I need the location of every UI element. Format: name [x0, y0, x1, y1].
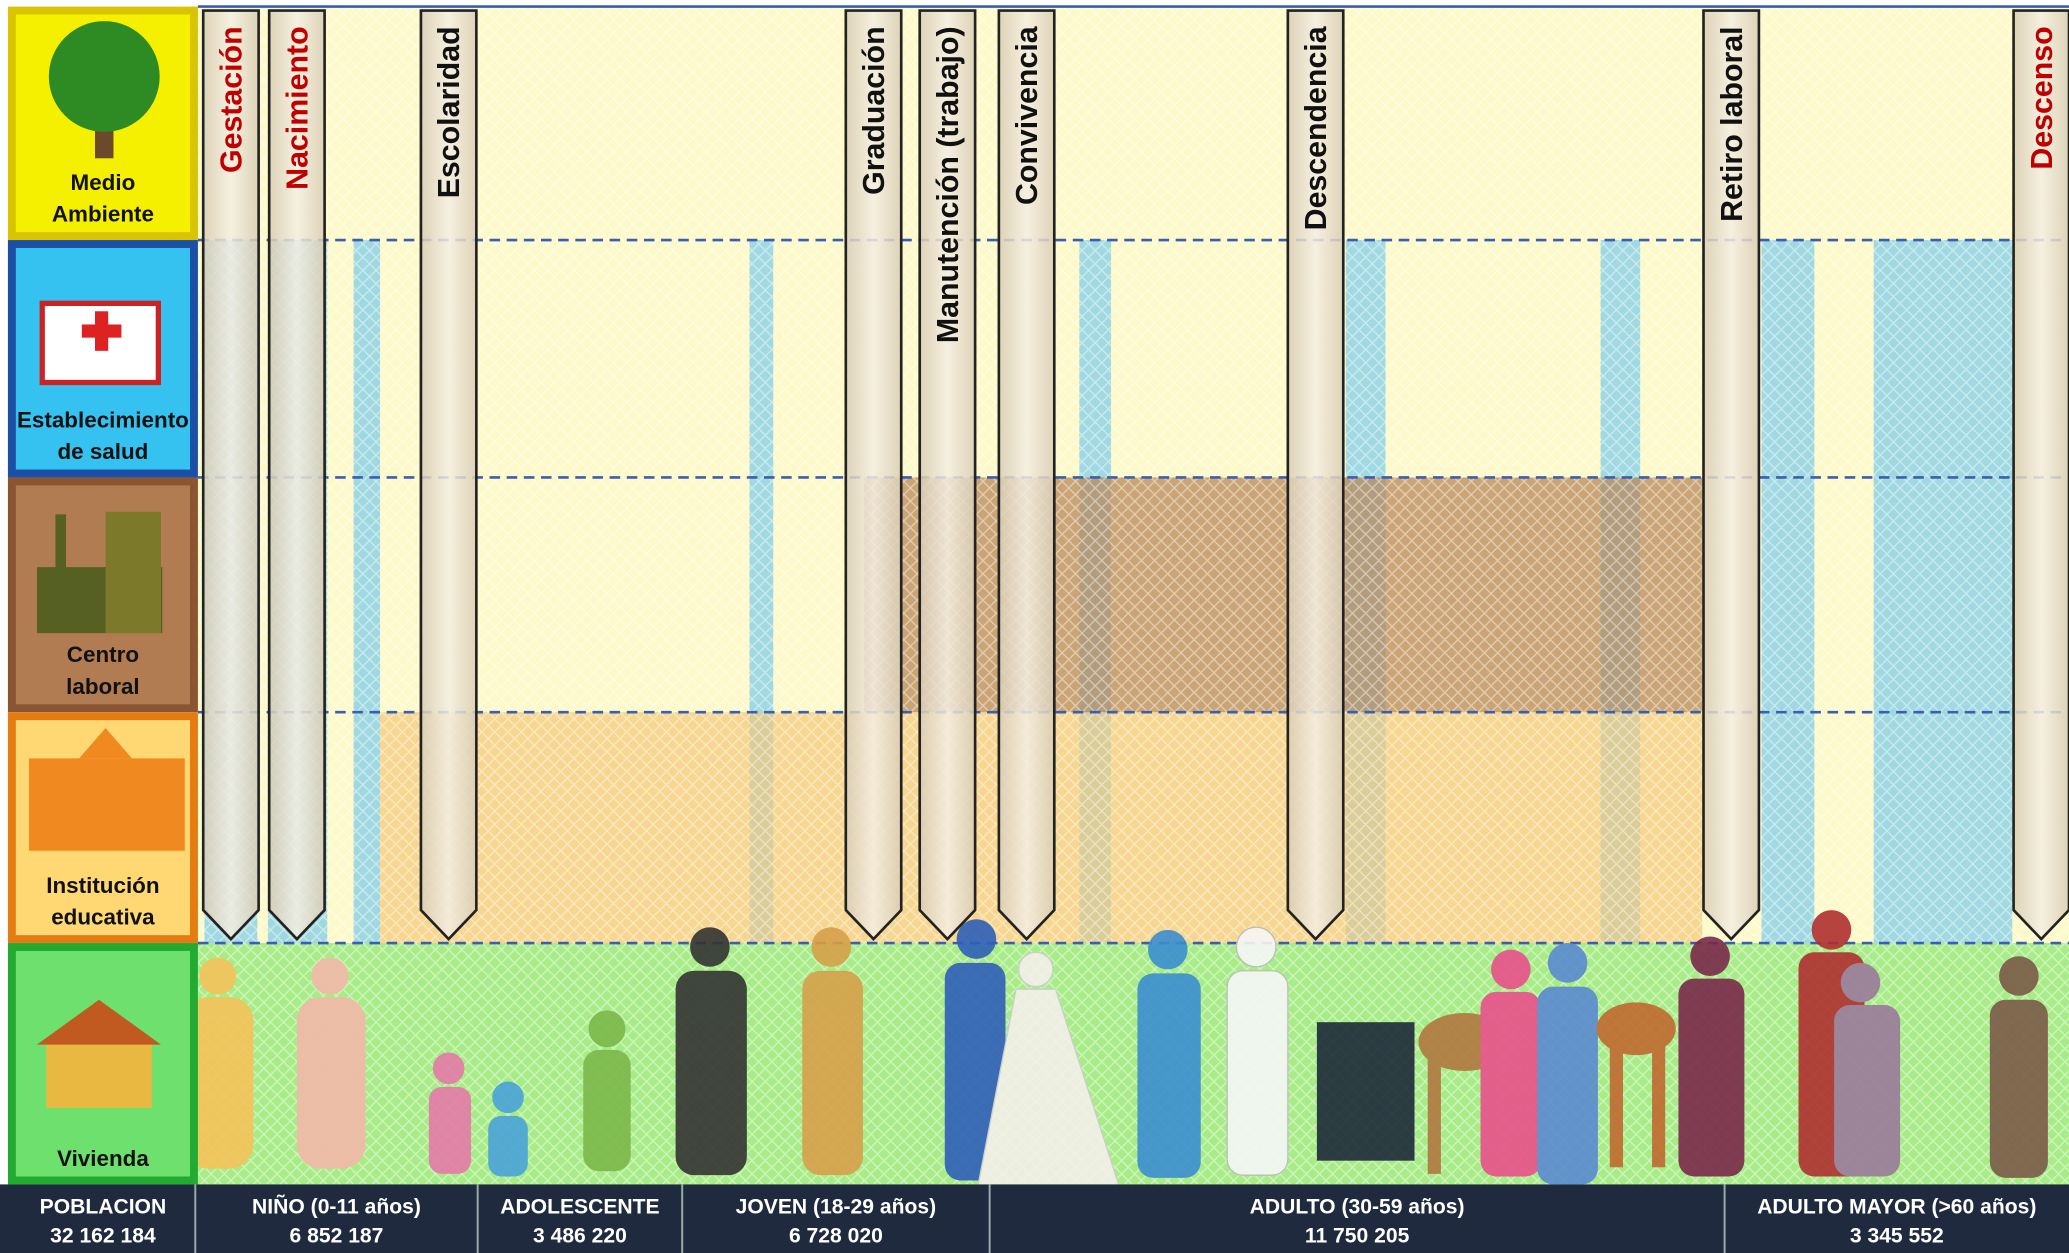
stage-name: ADULTO MAYOR (>60 años)	[1757, 1195, 2036, 1218]
section-label: de salud	[57, 439, 148, 464]
stage-name: ADULTO (30-59 años)	[1250, 1195, 1465, 1218]
stage-population: 32 162 184	[50, 1224, 156, 1247]
stage-name: JOVEN (18-29 años)	[736, 1195, 937, 1218]
stage-population: 3 486 220	[533, 1224, 627, 1247]
section-label: educativa	[51, 905, 155, 930]
stage-population: 6 728 020	[789, 1224, 883, 1247]
chimney	[55, 514, 66, 573]
school	[29, 758, 185, 850]
factory-tower	[106, 512, 161, 633]
milestone-label: Escolaridad	[433, 26, 466, 198]
house	[46, 1042, 152, 1108]
section-label: Vivienda	[57, 1146, 149, 1171]
stage-population: 3 345 552	[1850, 1224, 1944, 1247]
milestone-label: Graduación	[858, 26, 891, 194]
tree-crown	[49, 21, 160, 132]
stage-population: 11 750 205	[1305, 1224, 1410, 1247]
section-label: Centro	[67, 642, 139, 667]
stage-name: NIÑO (0-11 años)	[252, 1195, 421, 1218]
section-label: Ambiente	[52, 202, 154, 227]
hatch	[198, 7, 2069, 1185]
milestone-label: Gestación	[215, 26, 248, 173]
section-label: Medio	[71, 170, 136, 195]
milestone-label: Manutención (trabajo)	[932, 26, 965, 343]
milestone-label: Descendencia	[1300, 25, 1333, 230]
hospital-cross	[82, 324, 122, 337]
milestone-label: Convivencia	[1011, 25, 1044, 205]
section-label: Establecimiento	[17, 407, 189, 432]
section-label: laboral	[66, 674, 139, 699]
stage-population: 6 852 187	[290, 1224, 384, 1247]
stage-name: POBLACION	[40, 1195, 167, 1218]
milestone-label: Nacimiento	[281, 26, 314, 189]
section-label: Institución	[46, 873, 159, 898]
infographic: Gestación Nacimiento Escolaridad Graduación…	[0, 0, 2069, 1253]
page: {"sections":[ {"lines":["Medio","Ambient…	[0, 0, 2069, 1253]
milestone-label: Retiro laboral	[1716, 26, 1749, 221]
stage-name: ADOLESCENTE	[500, 1195, 659, 1218]
milestone-label: Descenso	[2026, 26, 2059, 169]
